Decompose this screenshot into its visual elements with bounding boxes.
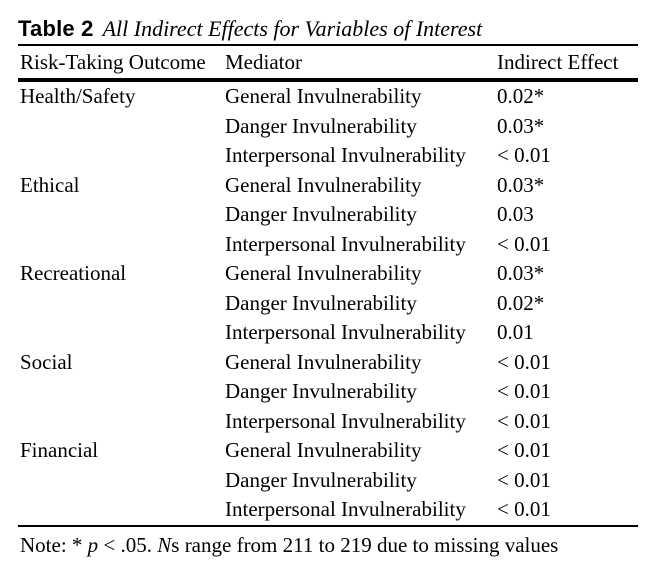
cell-outcome (18, 289, 223, 319)
note-text: s range from 211 to 219 due to missing v… (171, 532, 559, 557)
cell-effect: 0.03* (497, 172, 545, 197)
cell-mediator: Interpersonal Invulnerability (225, 408, 466, 433)
column-header-effect: Indirect Effect (497, 50, 619, 74)
table-body: Health/Safety General Invulnerability 0.… (18, 82, 638, 525)
cell-outcome (18, 112, 223, 142)
cell-mediator: Interpersonal Invulnerability (225, 143, 466, 167)
table-label: Table 2 (18, 16, 94, 41)
cell-outcome: Health/Safety (20, 84, 136, 108)
cell-outcome (18, 407, 223, 437)
cell-effect: < 0.01 (497, 408, 551, 433)
cell-mediator: Danger Invulnerability (225, 379, 417, 403)
table-row: Financial General Invulnerability < 0.01 (18, 436, 638, 466)
cell-mediator: Danger Invulnerability (225, 290, 417, 315)
cell-mediator: Danger Invulnerability (225, 467, 417, 492)
note-text: Note: * (20, 532, 88, 557)
table-row: Interpersonal Invulnerability < 0.01 (18, 407, 638, 437)
table-row: Recreational General Invulnerability 0.0… (18, 259, 638, 289)
cell-effect: 0.02* (497, 290, 545, 315)
rule-below-header (18, 78, 638, 82)
table-row: Danger Invulnerability 0.03 (18, 200, 638, 230)
cell-mediator: Danger Invulnerability (225, 113, 417, 138)
cell-effect: 0.03* (497, 113, 545, 138)
cell-outcome (18, 495, 223, 525)
cell-effect: < 0.01 (497, 143, 551, 167)
table-row: Danger Invulnerability 0.03* (18, 112, 638, 142)
table-title: All Indirect Effects for Variables of In… (102, 16, 483, 41)
table-row: Interpersonal Invulnerability < 0.01 (18, 495, 638, 525)
cell-outcome (18, 230, 223, 260)
rule-above-note (18, 524, 638, 527)
column-header-outcome: Risk-Taking Outcome (20, 50, 206, 74)
cell-effect: < 0.01 (497, 379, 551, 403)
cell-effect: < 0.01 (497, 467, 551, 492)
table-row: Health/Safety General Invulnerability 0.… (18, 82, 638, 112)
cell-outcome (18, 377, 223, 407)
cell-mediator: General Invulnerability (225, 261, 422, 285)
table-container: Table 2 All Indirect Effects for Variable… (18, 14, 638, 559)
cell-mediator: General Invulnerability (225, 438, 422, 462)
table-row: Interpersonal Invulnerability < 0.01 (18, 230, 638, 260)
cell-outcome: Social (20, 349, 73, 374)
table-row: Danger Invulnerability 0.02* (18, 289, 638, 319)
cell-outcome (18, 200, 223, 230)
table-row: Social General Invulnerability < 0.01 (18, 348, 638, 378)
cell-outcome: Financial (20, 438, 99, 462)
cell-outcome: Ethical (20, 172, 80, 197)
note-n-symbol: N (157, 532, 172, 557)
table-row: Danger Invulnerability < 0.01 (18, 466, 638, 496)
cell-outcome: Recreational (20, 261, 127, 285)
cell-mediator: General Invulnerability (225, 172, 422, 197)
table-title-line: Table 2 All Indirect Effects for Variable… (18, 14, 638, 44)
cell-effect: 0.02* (497, 84, 545, 108)
cell-effect: < 0.01 (497, 438, 551, 462)
rule-below-title (18, 44, 638, 46)
cell-mediator: General Invulnerability (225, 349, 422, 374)
cell-mediator: Interpersonal Invulnerability (225, 497, 466, 521)
table-note: Note: * p < .05. Ns range from 211 to 21… (18, 527, 638, 559)
table-row: Interpersonal Invulnerability 0.01 (18, 318, 638, 348)
cell-outcome (18, 318, 223, 348)
cell-effect: < 0.01 (497, 231, 551, 256)
cell-mediator: General Invulnerability (225, 84, 422, 108)
cell-mediator: Interpersonal Invulnerability (225, 320, 466, 344)
cell-mediator: Danger Invulnerability (225, 202, 417, 226)
column-header-mediator: Mediator (225, 50, 302, 74)
cell-outcome (18, 141, 223, 171)
cell-effect: 0.01 (497, 320, 534, 344)
table-row: Danger Invulnerability < 0.01 (18, 377, 638, 407)
cell-mediator: Interpersonal Invulnerability (225, 231, 466, 256)
table-header-row: Risk-Taking Outcome Mediator Indirect Ef… (18, 46, 638, 78)
table-row: Interpersonal Invulnerability < 0.01 (18, 141, 638, 171)
note-text: < .05. (98, 532, 158, 557)
cell-effect: 0.03* (497, 261, 545, 285)
table-row: Ethical General Invulnerability 0.03* (18, 171, 638, 201)
cell-effect: < 0.01 (497, 349, 551, 374)
cell-outcome (18, 466, 223, 496)
cell-effect: < 0.01 (497, 497, 551, 521)
note-p-symbol: p (87, 532, 99, 557)
cell-effect: 0.03 (497, 202, 534, 226)
